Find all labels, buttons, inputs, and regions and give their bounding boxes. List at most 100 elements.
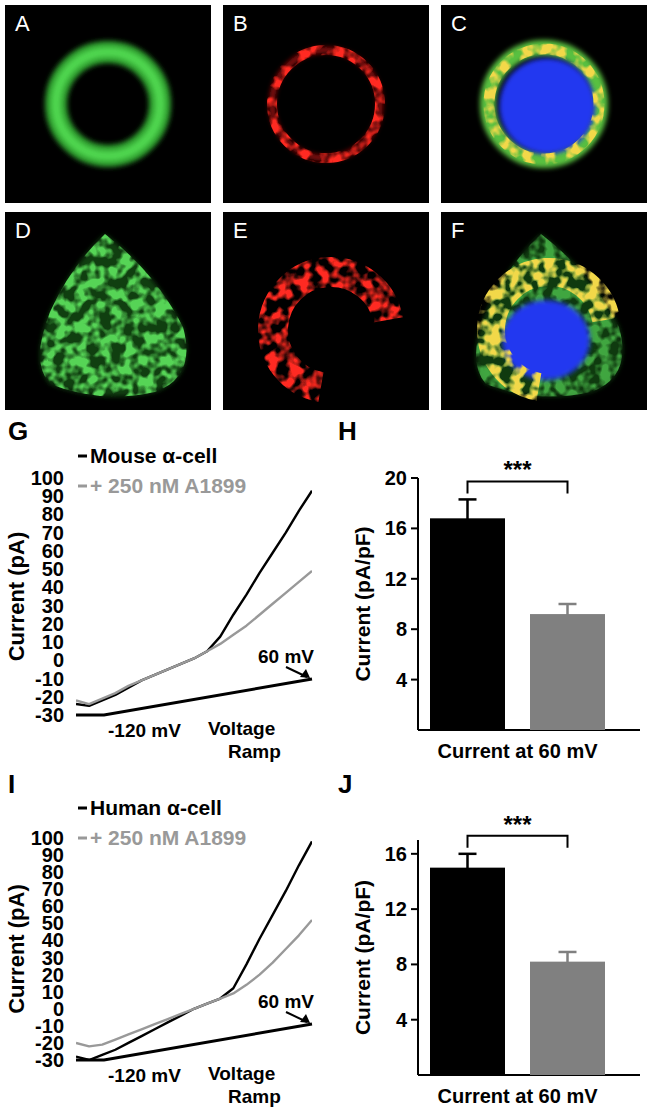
y-tick [411,578,418,580]
green-stain [40,234,187,397]
current-trace [76,491,312,706]
panel-label: J [338,769,352,799]
green-stain [56,52,160,156]
traces [76,841,312,1060]
green-stain [476,234,623,397]
y-axis-label: Current (pA) [4,884,29,1014]
y-tick-label: 12 [385,568,407,590]
y-axis-label: Current (pA) [4,532,29,662]
micrograph: D [5,212,211,410]
annotation: Voltage [208,718,275,739]
annotation: 60 mV [258,646,314,667]
panel-label: C [451,11,467,36]
red-stain [273,272,388,387]
bar [430,518,505,730]
error-bar-stem [466,854,469,882]
y-tick [411,908,418,910]
x-axis-label: Current at 60 mV [437,1085,598,1107]
error-bar [559,604,577,624]
annotation: Ramp [228,1086,281,1107]
legend-label: + 250 nM A1899 [90,474,246,497]
y-tick [411,1019,418,1021]
micrograph: F [441,212,647,410]
legend-swatch [78,837,87,840]
line-chart: I1009080706050403020100-10-20-30Current … [4,769,314,1107]
panel-label: D [15,218,31,243]
y-tick [411,963,418,965]
y-tick [411,679,418,681]
annotation-arrow-head [300,1014,310,1023]
error-bar-cap [559,603,577,606]
y-tick-label: 20 [385,467,407,489]
current-trace [76,841,312,1060]
y-tick-label: 8 [396,618,407,640]
y-tick-label: 12 [385,898,407,920]
error-bar [459,854,477,882]
micrograph: C [441,5,647,203]
bar-chart: H48121620Current (pA/pF)***Current at 60… [338,416,640,762]
panel-label: E [233,218,248,243]
error-bar-cap [559,951,577,954]
micrograph: B [223,5,429,203]
panel-label: A [15,11,30,36]
panel-label: H [338,416,357,446]
y-tick-label: 4 [396,669,408,691]
error-bar-cap [459,498,477,501]
micrograph-background [5,5,211,203]
legend-label: Human α-cell [90,796,222,819]
y-tick-label: 16 [385,517,407,539]
traces [76,491,312,706]
micrograph-background [441,5,647,203]
y-tick [411,853,418,855]
red-stain [272,50,380,158]
red-stain [272,50,380,158]
error-bar-stem [566,604,569,624]
line-chart: G1009080706050403020100-10-20-30Current … [4,416,314,762]
annotation: Voltage [208,1063,275,1084]
figure: A B C D E F G1009080706050403020100-10-20-30Cu… [0,0,652,1111]
current-trace [76,571,312,704]
error-bar-stem [466,499,469,537]
y-axis [417,840,419,1075]
panel-label: I [8,769,15,799]
green-stain [40,234,187,397]
annotation: Ramp [228,741,281,762]
green-stain [488,48,600,160]
micrograph: A [5,5,211,203]
legend-label: + 250 nM A1899 [90,826,246,849]
y-axis [417,478,419,730]
overlap-stain [489,49,599,159]
error-bar-cap [459,853,477,856]
current-trace [76,920,312,1046]
annotation-arrow-head [300,669,310,678]
x-axis-label: Current at 60 mV [437,740,598,762]
y-tick-label: -30 [35,1049,64,1071]
y-tick [411,527,418,529]
panel-label: B [233,11,248,36]
annotation: -120 mV [108,720,181,741]
legend-swatch [78,485,87,488]
significance-label: *** [503,811,532,838]
y-tick [411,628,418,630]
legend-swatch [78,455,87,458]
bars [430,499,605,730]
error-bar [559,952,577,971]
green-stain [56,52,160,156]
micrograph: E [223,212,429,410]
y-tick-label: 4 [396,1009,408,1031]
y-tick-label: -30 [35,704,64,726]
bar [530,614,605,730]
bars [430,854,605,1075]
significance-label: *** [503,456,532,483]
annotation: 60 mV [258,991,314,1012]
micrograph-background [223,212,429,410]
legend-label: Mouse α-cell [90,444,217,467]
panel-label: G [8,416,28,446]
green-stain [476,234,623,397]
y-tick-label: 16 [385,843,407,865]
bar [430,868,505,1075]
bar-chart: J481216Current (pA/pF)***Current at 60 m… [338,769,640,1107]
overlap-stain [491,272,606,387]
error-bar [459,499,477,537]
legend-swatch [78,807,87,810]
